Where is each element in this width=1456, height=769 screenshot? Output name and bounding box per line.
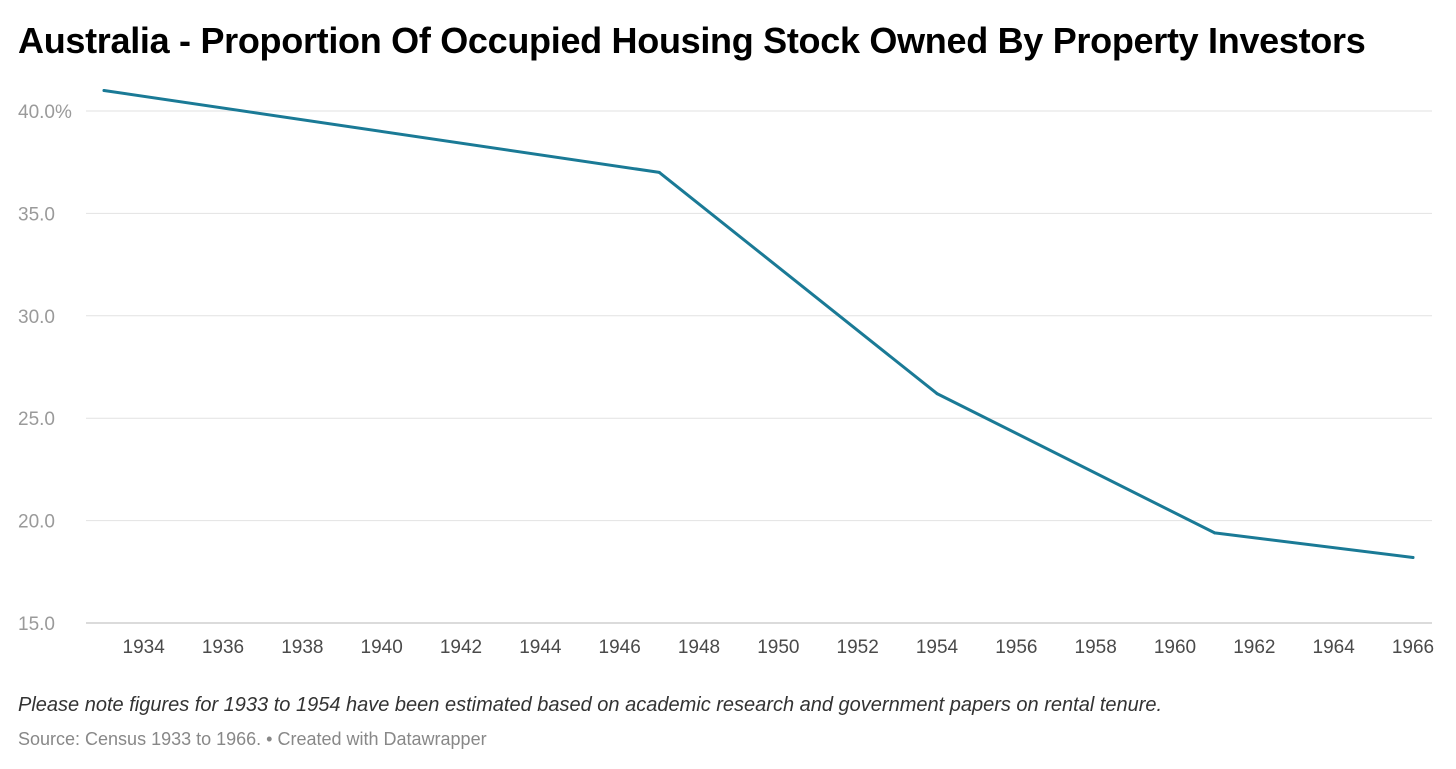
x-axis-ticks: 1934 1936 1938 1940 1942 1944 1946 1948 1950 1952… (123, 637, 1435, 658)
x-tick-label: 1948 (678, 637, 720, 658)
data-point (935, 392, 939, 396)
chart-note: Please note figures for 1933 to 1954 hav… (18, 694, 1163, 716)
y-tick-label: 25.0 (18, 409, 55, 430)
x-tick-label: 1956 (995, 637, 1037, 658)
y-tick-label: 20.0 (18, 512, 55, 533)
x-tick-label: 1944 (519, 637, 562, 658)
y-axis-ticks: 40.0% 35.0 30.0 25.0 20.0 15.0 (18, 102, 72, 635)
y-tick-label: 40.0% (18, 102, 72, 123)
x-tick-label: 1938 (281, 637, 323, 658)
x-tick-label: 1964 (1313, 637, 1356, 658)
y-tick-label: 30.0 (18, 307, 55, 328)
y-tick-label: 35.0 (18, 204, 55, 225)
chart-source: Source: Census 1933 to 1966. • Created w… (18, 729, 487, 749)
data-point (1213, 531, 1217, 535)
series-line (102, 89, 1415, 559)
x-tick-label: 1966 (1392, 637, 1434, 658)
x-tick-label: 1950 (757, 637, 799, 658)
data-point (1411, 555, 1415, 559)
series-layer (102, 89, 1415, 559)
data-point (657, 170, 661, 174)
x-tick-label: 1960 (1154, 637, 1196, 658)
x-tick-label: 1954 (916, 637, 959, 658)
y-tick-label: 15.0 (18, 614, 55, 635)
line-chart: 40.0%35.030.025.020.015.0 1934 1936 1938 19… (18, 89, 1435, 658)
x-tick-label: 1942 (440, 637, 482, 658)
chart-title: Australia - Proportion Of Occupied Housi… (18, 20, 1366, 61)
x-tick-label: 1952 (837, 637, 879, 658)
x-tick-label: 1946 (599, 637, 641, 658)
x-tick-label: 1962 (1233, 637, 1275, 658)
data-point (102, 89, 106, 93)
x-tick-label: 1934 (123, 637, 166, 658)
x-tick-label: 1940 (361, 637, 403, 658)
gridlines (86, 110, 1432, 624)
x-tick-label: 1958 (1075, 637, 1117, 658)
x-tick-label: 1936 (202, 637, 244, 658)
